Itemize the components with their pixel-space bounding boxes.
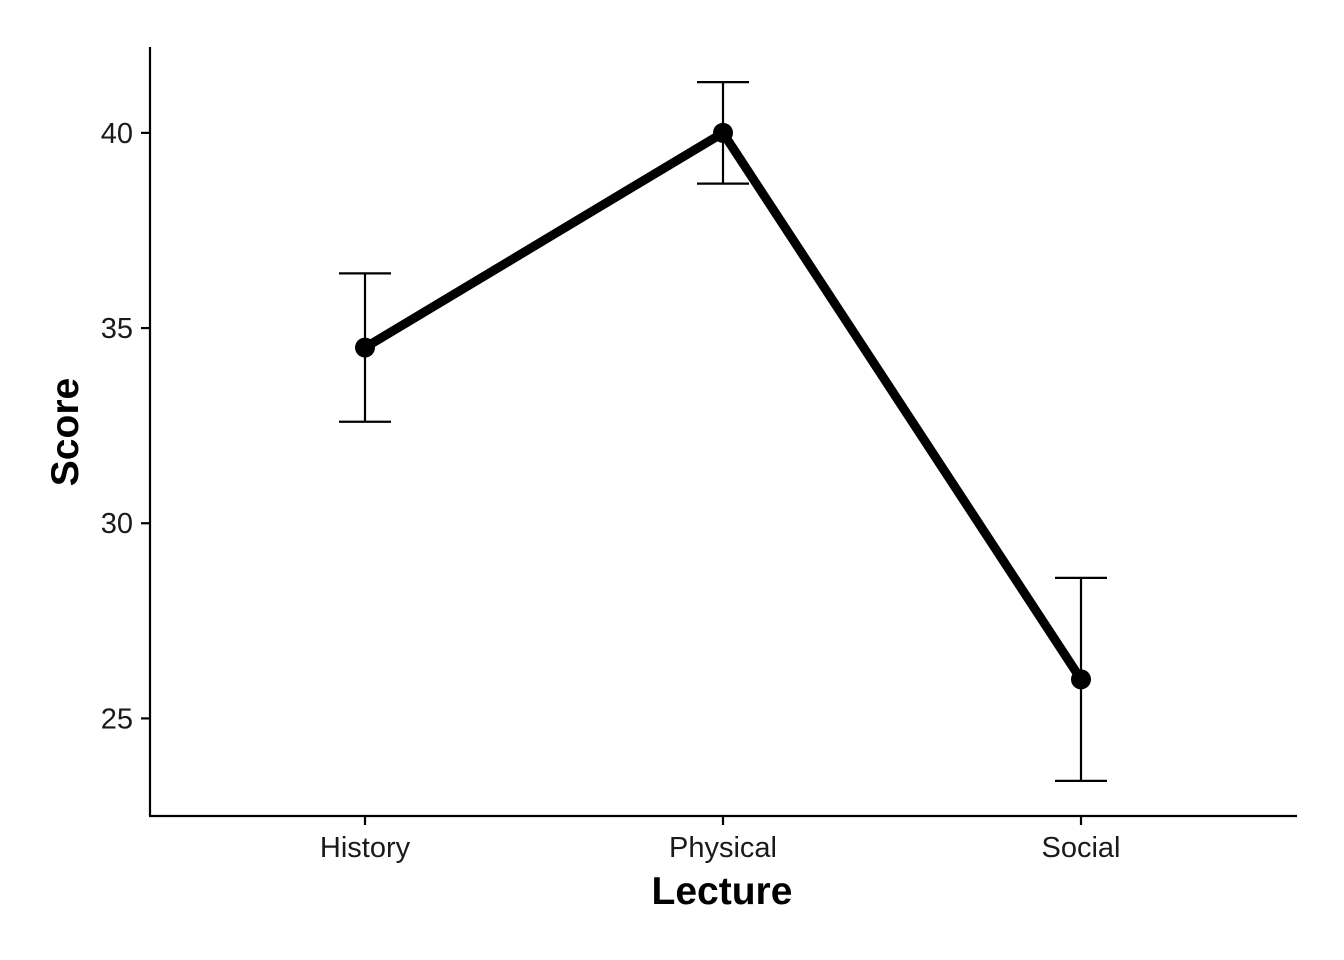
- series-line: [360, 128, 1086, 684]
- data-point: [355, 337, 375, 358]
- x-ticks: History Physical Social: [320, 816, 1121, 864]
- y-tick-label: 40: [101, 118, 133, 150]
- x-tick-label: Physical: [669, 832, 777, 864]
- x-tick-label: History: [320, 832, 411, 864]
- y-tick-label: 30: [101, 508, 133, 540]
- y-tick-label: 25: [101, 703, 133, 735]
- x-tick-label: Social: [1042, 832, 1121, 864]
- y-ticks: 25 30 35 40: [101, 118, 150, 735]
- y-tick-label: 35: [101, 313, 133, 345]
- data-point: [713, 122, 733, 143]
- y-axis-title: Score: [44, 378, 87, 486]
- error-bars: [339, 81, 1107, 782]
- series-group: [355, 122, 1091, 690]
- data-point: [1071, 669, 1091, 690]
- x-axis-title: Lecture: [652, 870, 793, 913]
